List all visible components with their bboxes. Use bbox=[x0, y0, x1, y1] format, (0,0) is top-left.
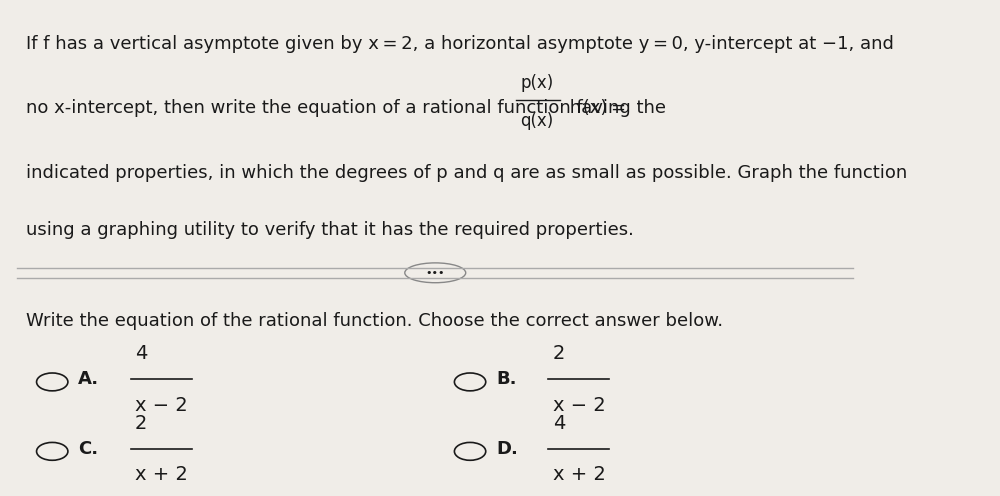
Text: having the: having the bbox=[564, 99, 666, 117]
Text: If f has a vertical asymptote given by x = 2, a horizontal asymptote y = 0, y-in: If f has a vertical asymptote given by x… bbox=[26, 35, 894, 53]
Text: x + 2: x + 2 bbox=[553, 465, 606, 484]
Text: indicated properties, in which the degrees of p and q are as small as possible. : indicated properties, in which the degre… bbox=[26, 164, 907, 182]
Text: 2: 2 bbox=[553, 344, 565, 363]
Text: no x-intercept, then write the equation of a rational function f(x) =: no x-intercept, then write the equation … bbox=[26, 99, 626, 117]
Text: A.: A. bbox=[78, 371, 99, 388]
Text: using a graphing utility to verify that it has the required properties.: using a graphing utility to verify that … bbox=[26, 221, 634, 239]
Text: Write the equation of the rational function. Choose the correct answer below.: Write the equation of the rational funct… bbox=[26, 312, 723, 330]
Text: x − 2: x − 2 bbox=[553, 396, 606, 415]
Text: x + 2: x + 2 bbox=[135, 465, 188, 484]
Text: 4: 4 bbox=[135, 344, 147, 363]
Ellipse shape bbox=[405, 263, 466, 283]
Text: 4: 4 bbox=[553, 414, 565, 433]
Text: p(x): p(x) bbox=[521, 74, 554, 92]
Text: D.: D. bbox=[496, 440, 518, 458]
Text: q(x): q(x) bbox=[521, 112, 554, 129]
Text: 2: 2 bbox=[135, 414, 147, 433]
Text: •••: ••• bbox=[425, 268, 445, 278]
Text: B.: B. bbox=[496, 371, 517, 388]
Text: x − 2: x − 2 bbox=[135, 396, 188, 415]
Text: C.: C. bbox=[78, 440, 98, 458]
